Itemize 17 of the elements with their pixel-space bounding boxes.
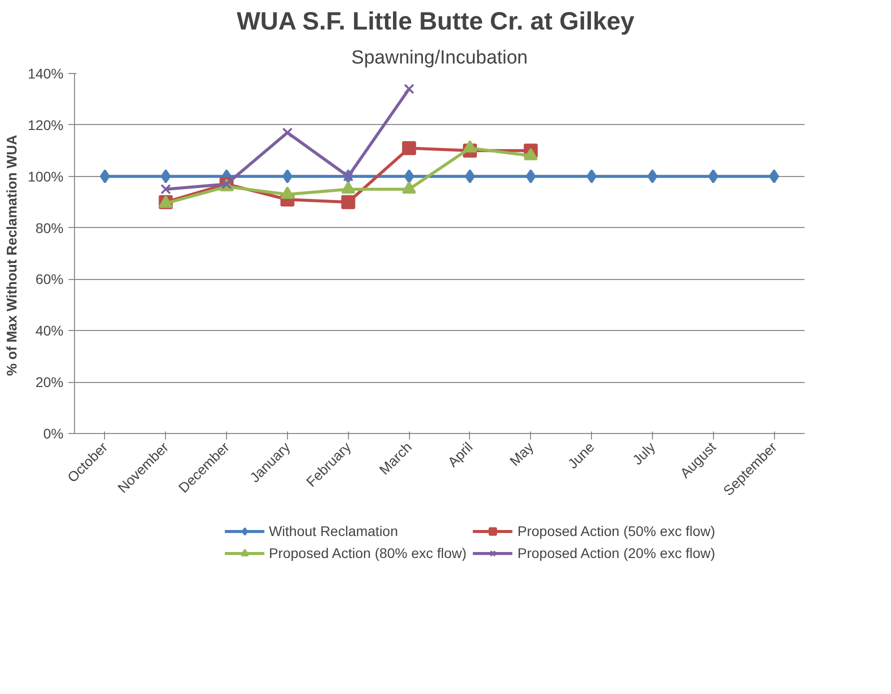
y-tick-label: 60% (35, 271, 64, 288)
x-tick-label: July (629, 438, 658, 468)
y-tick-label: 100% (28, 168, 64, 184)
legend-label: Without Reclamation (268, 523, 398, 539)
y-tick-label: 80% (35, 220, 64, 236)
legend-label: Proposed Action (50% exc flow) (518, 523, 716, 539)
x-tick-label: May (506, 438, 536, 469)
legend-label: Proposed Action (80% exc flow) (268, 545, 466, 561)
y-tick-label: 120% (28, 116, 64, 133)
y-tick-label: 140% (28, 66, 64, 82)
chart-title: WUA S.F. Little Butte Cr. at Gilkey (236, 8, 635, 36)
legend-label: Proposed Action (20% exc flow) (518, 545, 716, 561)
y-tick-label: 40% (35, 322, 64, 339)
chart-subtitle: Spawning/Incubation (351, 48, 528, 68)
y-axis-title: % of Max Without Reclamation WUA (4, 134, 20, 376)
y-tick-label: 20% (35, 374, 64, 390)
y-tick-label: 0% (43, 426, 64, 442)
